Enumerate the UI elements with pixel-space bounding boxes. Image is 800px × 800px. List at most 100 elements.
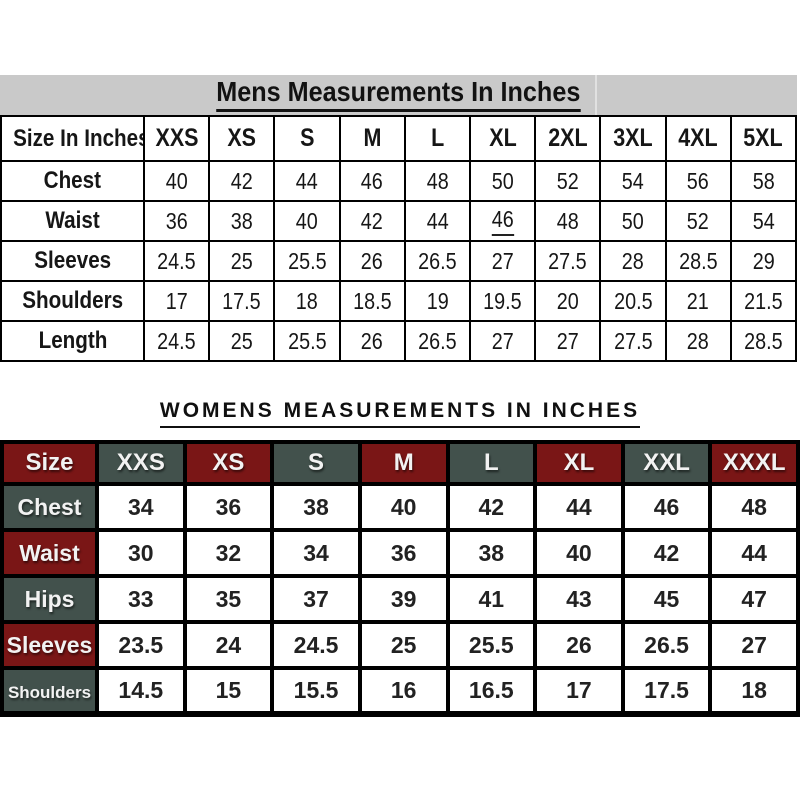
- mens-column-header: Size In Inches: [0, 115, 145, 162]
- mens-measurement-cell: 26.5: [403, 240, 471, 282]
- mens-measurement-value: 40: [295, 207, 318, 234]
- mens-measurement-value: 28.5: [678, 247, 718, 274]
- mens-measurement-cell: 24.5: [142, 240, 211, 282]
- mens-row-label: Sleeves: [0, 240, 145, 282]
- womens-measurement-cell: 44: [708, 528, 800, 579]
- mens-measurement-cell: 18: [273, 280, 341, 322]
- mens-measurement-cell: 46: [338, 160, 406, 202]
- mens-measurement-value: 25.5: [287, 247, 327, 274]
- womens-measurement-cell: 45: [620, 574, 713, 625]
- mens-table-row: Waist 36 38 40 42 44 46 48 50 52 54: [0, 200, 798, 242]
- mens-measurement-value: 54: [621, 167, 644, 194]
- mens-table-head: Size In Inches XXS XS S M L XL 2XL 3XL 4XL 5XL: [0, 115, 798, 162]
- womens-column-header: Size: [0, 440, 99, 487]
- mens-row-label: Shoulders: [0, 280, 145, 322]
- womens-column-header: M: [357, 440, 450, 487]
- womens-measurement-value: 17: [566, 677, 592, 704]
- mens-column-header-label: 2XL: [547, 124, 588, 152]
- womens-measurement-cell: 18: [708, 666, 800, 717]
- mens-table-row: Sleeves 24.5 25 25.5 26 26.5 27 27.5 28 28.5 29: [0, 240, 798, 282]
- mens-measurement-cell: 44: [403, 200, 471, 242]
- mens-row-label: Chest: [0, 160, 145, 202]
- womens-measurement-cell: 17: [533, 666, 625, 717]
- mens-measurement-value: 40: [165, 167, 188, 194]
- mens-measurement-value: 25.5: [287, 327, 327, 354]
- womens-measurement-cell: 48: [708, 482, 800, 533]
- mens-measurement-cell: 27: [468, 320, 537, 362]
- womens-measurement-cell: 36: [357, 528, 450, 579]
- mens-measurement-cell: 44: [273, 160, 341, 202]
- womens-chart-title: WOMENS MEASUREMENTS IN INCHES: [159, 399, 641, 429]
- mens-column-header-label: XL: [488, 124, 517, 152]
- womens-column-header-label: XXXL: [722, 449, 786, 477]
- womens-measurement-cell: 32: [182, 528, 275, 579]
- mens-measurement-value: 28.5: [744, 327, 783, 354]
- mens-measurement-value: 42: [361, 207, 384, 234]
- womens-measurement-value: 27: [741, 631, 767, 658]
- womens-table-head: Size XXS XS S M L XL XXL XXXL: [0, 440, 800, 487]
- womens-measurement-cell: 37: [270, 574, 362, 625]
- mens-measurement-cell: 27: [468, 240, 537, 282]
- mens-measurement-cell: 29: [729, 240, 798, 282]
- womens-column-header: L: [445, 440, 538, 487]
- womens-measurement-value: 26: [566, 631, 592, 658]
- mens-measurement-cell: 17: [142, 280, 211, 322]
- womens-measurement-cell: 15: [182, 666, 275, 717]
- mens-measurement-cell: 28: [599, 240, 667, 282]
- womens-measurement-value: 15: [215, 677, 242, 704]
- womens-column-header-label: XL: [563, 449, 595, 477]
- womens-measurement-value: 35: [215, 585, 242, 612]
- womens-size-table: Size XXS XS S M L XL XXL XXXL Chest 34 36 38 40 42 44 4…: [0, 440, 800, 718]
- mens-column-header: 3XL: [599, 115, 667, 162]
- mens-measurement-cell: 25: [208, 240, 276, 282]
- mens-measurement-cell: 27.5: [534, 240, 602, 282]
- mens-column-header-label: S: [299, 124, 315, 152]
- mens-measurement-cell: 54: [599, 160, 667, 202]
- mens-column-header: XL: [468, 115, 537, 162]
- mens-measurement-value: 42: [230, 167, 253, 194]
- mens-measurement-cell: 48: [534, 200, 602, 242]
- womens-measurement-cell: 41: [445, 574, 538, 625]
- womens-column-header: XXL: [620, 440, 713, 487]
- mens-measurement-value: 19.5: [483, 287, 522, 314]
- mens-measurement-value: 52: [556, 167, 579, 194]
- womens-measurement-cell: 35: [182, 574, 275, 625]
- womens-row-label: Waist: [0, 528, 99, 579]
- mens-measurement-cell: 21.5: [729, 280, 798, 322]
- mens-measurement-cell: 38: [208, 200, 276, 242]
- womens-measurement-value: 44: [741, 539, 767, 566]
- womens-measurement-value: 34: [128, 493, 154, 520]
- mens-measurement-value: 24.5: [157, 327, 196, 354]
- mens-measurement-cell: 40: [142, 160, 211, 202]
- womens-measurement-value: 16: [390, 677, 417, 704]
- mens-measurement-value: 25: [230, 327, 253, 354]
- mens-measurement-value: 21: [687, 287, 710, 314]
- womens-column-header-label: M: [393, 449, 414, 477]
- womens-column-header: XS: [182, 440, 275, 487]
- mens-measurement-value: 46: [491, 206, 514, 236]
- mens-measurement-value: 17: [165, 287, 188, 314]
- womens-measurement-cell: 33: [95, 574, 187, 625]
- mens-measurement-value: 48: [556, 207, 579, 234]
- womens-measurement-cell: 24: [182, 620, 275, 671]
- womens-measurement-cell: 25: [357, 620, 450, 671]
- womens-measurement-value: 16.5: [468, 677, 514, 704]
- womens-size-chart-section: WOMENS MEASUREMENTS IN INCHES Size XXS XS S…: [0, 399, 800, 718]
- mens-measurement-value: 38: [230, 207, 253, 234]
- womens-row-label-text: Shoulders: [7, 683, 92, 703]
- mens-measurement-value: 50: [491, 167, 514, 194]
- womens-measurement-cell: 16: [357, 666, 450, 717]
- womens-column-header: S: [270, 440, 362, 487]
- womens-measurement-cell: 38: [270, 482, 362, 533]
- womens-column-header-label: S: [308, 449, 325, 477]
- womens-measurement-cell: 34: [270, 528, 362, 579]
- mens-measurement-cell: 28: [664, 320, 732, 362]
- womens-measurement-cell: 42: [445, 482, 538, 533]
- womens-measurement-cell: 30: [95, 528, 187, 579]
- womens-column-header-label: XXS: [116, 449, 165, 477]
- mens-row-label-text: Sleeves: [34, 247, 111, 274]
- womens-column-header: XXS: [95, 440, 187, 487]
- womens-table-row: Shoulders 14.5 15 15.5 16 16.5 17 17.5 18: [0, 666, 800, 717]
- mens-measurement-value: 54: [752, 207, 775, 234]
- womens-measurement-cell: 25.5: [445, 620, 538, 671]
